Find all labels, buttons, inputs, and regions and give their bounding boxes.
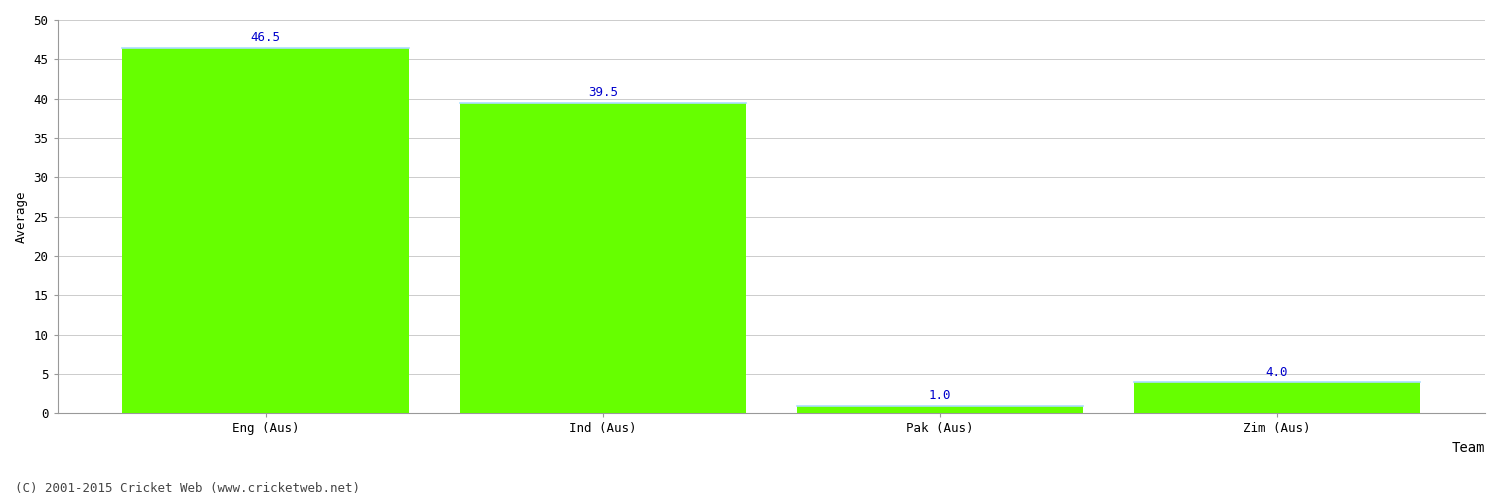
Text: 1.0: 1.0 <box>928 390 951 402</box>
Bar <box>123 48 410 414</box>
X-axis label: Team: Team <box>1452 441 1485 455</box>
Bar <box>1134 382 1420 414</box>
Text: (C) 2001-2015 Cricket Web (www.cricketweb.net): (C) 2001-2015 Cricket Web (www.cricketwe… <box>15 482 360 495</box>
Text: 39.5: 39.5 <box>588 86 618 100</box>
Text: 46.5: 46.5 <box>251 32 280 44</box>
Text: 4.0: 4.0 <box>1266 366 1288 379</box>
Bar <box>796 406 1083 413</box>
Bar <box>459 102 746 414</box>
Y-axis label: Average: Average <box>15 190 28 243</box>
